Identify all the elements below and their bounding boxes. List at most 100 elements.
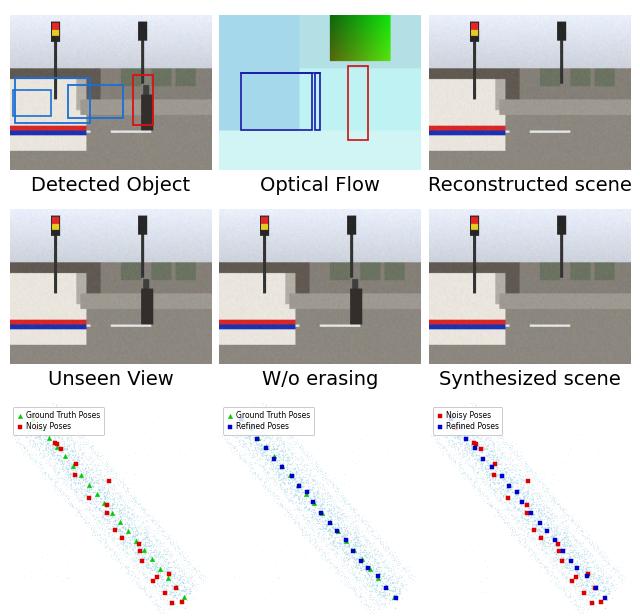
Point bbox=[499, 458, 509, 468]
Point bbox=[342, 515, 353, 525]
Point bbox=[111, 474, 121, 484]
Point bbox=[235, 452, 245, 462]
Point bbox=[317, 472, 327, 482]
Point bbox=[52, 450, 63, 460]
Point bbox=[388, 553, 399, 563]
Point bbox=[123, 502, 133, 512]
Point bbox=[488, 468, 499, 477]
Point bbox=[40, 445, 50, 455]
Point bbox=[149, 554, 159, 564]
Point bbox=[272, 498, 282, 508]
Point bbox=[149, 564, 159, 573]
Point bbox=[348, 563, 358, 573]
Point bbox=[128, 510, 138, 520]
Point bbox=[315, 513, 325, 522]
Point bbox=[393, 559, 403, 569]
Point bbox=[51, 472, 61, 482]
Point bbox=[459, 422, 469, 432]
Point bbox=[102, 488, 113, 498]
Point bbox=[159, 598, 170, 608]
Point bbox=[550, 530, 560, 540]
Point bbox=[541, 480, 551, 490]
Point bbox=[342, 541, 353, 551]
Point bbox=[66, 484, 76, 494]
Point bbox=[47, 444, 57, 453]
Point bbox=[518, 488, 529, 498]
Point bbox=[596, 571, 606, 581]
Point bbox=[284, 460, 294, 469]
Point bbox=[243, 460, 253, 470]
Point bbox=[567, 574, 577, 584]
Point bbox=[550, 509, 561, 519]
Point bbox=[157, 559, 168, 569]
Point bbox=[151, 584, 161, 594]
Point bbox=[519, 460, 529, 469]
Point bbox=[353, 559, 363, 569]
Point bbox=[156, 590, 166, 600]
Point bbox=[340, 534, 351, 544]
Point bbox=[598, 555, 608, 565]
Point bbox=[483, 500, 493, 509]
Point bbox=[383, 544, 394, 554]
Point bbox=[536, 544, 547, 554]
Point bbox=[74, 475, 84, 485]
Ground Truth Poses bbox=[147, 554, 157, 564]
Point bbox=[369, 588, 379, 598]
Point bbox=[447, 435, 458, 445]
Point bbox=[28, 403, 38, 413]
Point bbox=[113, 514, 124, 524]
Point bbox=[453, 450, 463, 460]
Point bbox=[561, 584, 571, 594]
Point bbox=[492, 440, 502, 450]
Point bbox=[389, 585, 399, 595]
Point bbox=[381, 577, 392, 587]
Point bbox=[232, 425, 242, 435]
Point bbox=[45, 415, 55, 425]
Point bbox=[72, 469, 83, 479]
Point bbox=[495, 465, 505, 475]
Point bbox=[63, 476, 73, 486]
Point bbox=[91, 465, 101, 475]
Point bbox=[23, 437, 33, 447]
Point bbox=[584, 562, 594, 572]
Point bbox=[119, 560, 129, 570]
Point bbox=[484, 471, 494, 481]
Point bbox=[456, 416, 466, 426]
Point bbox=[350, 524, 360, 534]
Point bbox=[123, 562, 133, 572]
Point bbox=[526, 499, 536, 509]
Point bbox=[143, 531, 154, 541]
Point bbox=[166, 562, 176, 572]
Point bbox=[294, 459, 304, 469]
Point bbox=[157, 609, 168, 616]
Point bbox=[271, 462, 281, 472]
Point bbox=[513, 515, 523, 525]
Point bbox=[95, 453, 106, 463]
Point bbox=[459, 443, 469, 453]
Point bbox=[99, 480, 109, 490]
Point bbox=[588, 561, 598, 570]
Point bbox=[257, 473, 267, 483]
Point bbox=[74, 451, 84, 461]
Point bbox=[291, 434, 301, 444]
Point bbox=[479, 410, 489, 420]
Point bbox=[538, 510, 548, 520]
Point bbox=[269, 475, 279, 485]
Point bbox=[148, 561, 159, 570]
Point bbox=[142, 537, 152, 547]
Point bbox=[477, 436, 487, 446]
Point bbox=[499, 518, 509, 528]
Point bbox=[527, 479, 538, 489]
Point bbox=[275, 461, 285, 471]
Point bbox=[499, 452, 509, 461]
Point bbox=[492, 505, 502, 515]
Point bbox=[177, 571, 187, 581]
Point bbox=[120, 519, 130, 529]
Point bbox=[310, 541, 321, 551]
Point bbox=[559, 557, 569, 567]
Point bbox=[82, 490, 92, 500]
Point bbox=[442, 426, 452, 436]
Point bbox=[494, 439, 504, 449]
Point bbox=[67, 450, 77, 460]
Point bbox=[364, 603, 374, 613]
